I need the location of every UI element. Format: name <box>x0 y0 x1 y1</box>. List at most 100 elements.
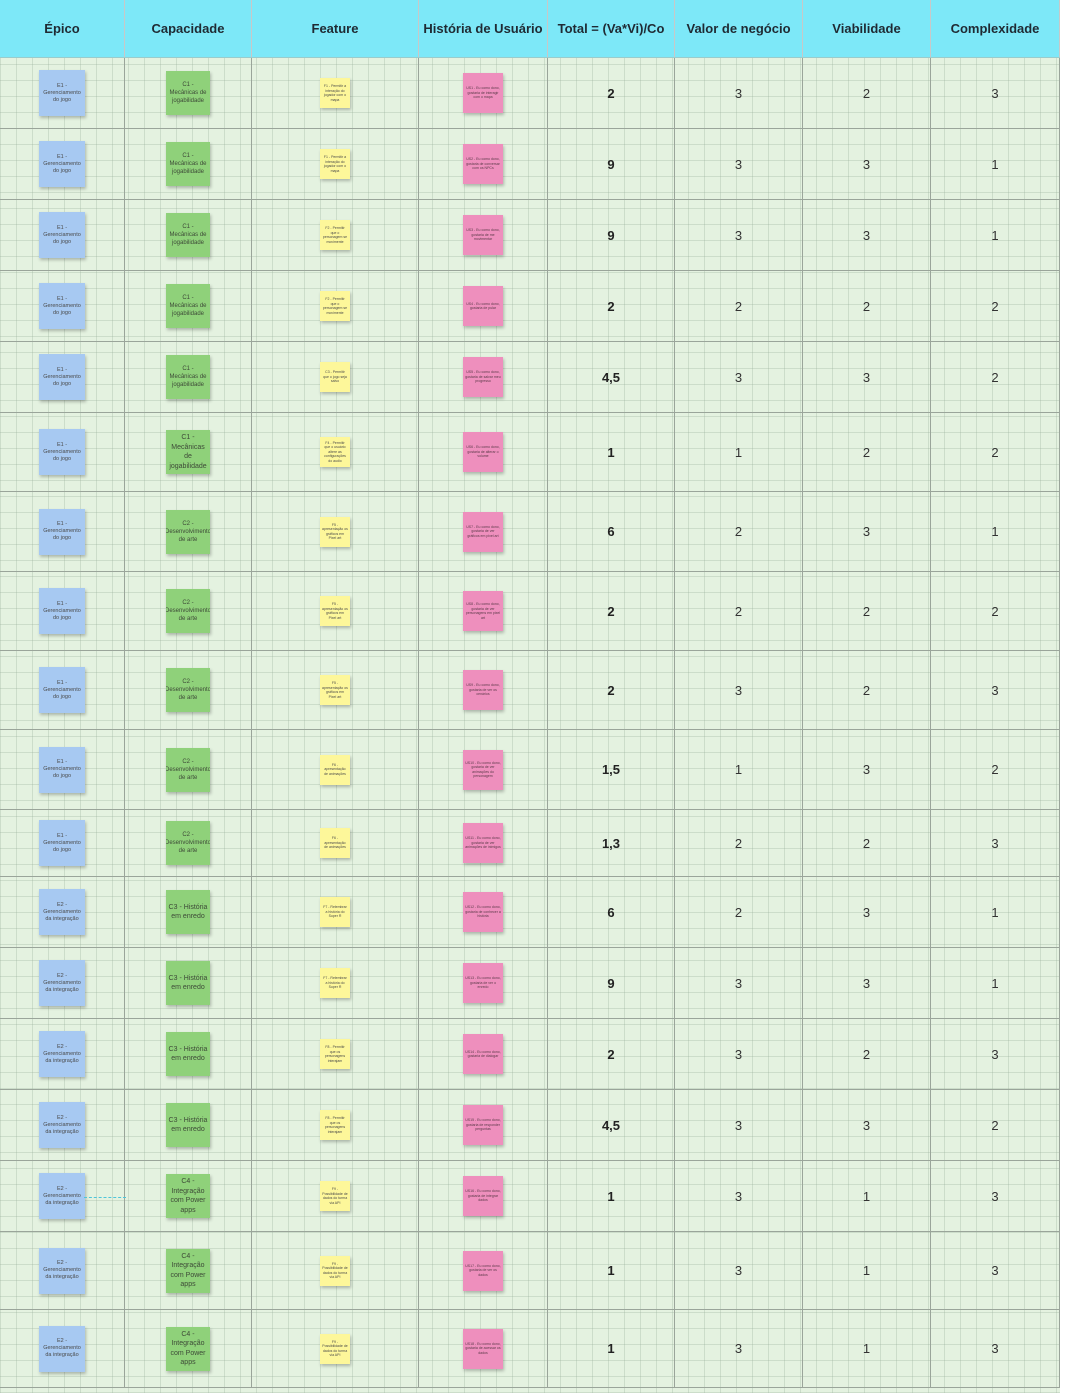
user-story-sticky[interactable]: US5 - Eu como dono, gostaria de salvar m… <box>463 357 503 397</box>
epic-sticky[interactable]: E1 - Gerenciamento do jogo <box>39 588 85 634</box>
epic-sticky[interactable]: E2 - Gerenciamento da integração <box>39 1031 85 1077</box>
feature-sticky[interactable]: F9 - Possibilidade de dados do turma via… <box>320 1181 350 1211</box>
capability-sticky[interactable]: C3 - História em enredo <box>166 961 210 1005</box>
user-story-sticky[interactable]: US11 - Eu como dono, gostaria de ver ani… <box>463 823 503 863</box>
complexity-value: 2 <box>991 298 999 314</box>
capability-sticky[interactable]: C1 - Mecânicas de jogabilidade <box>166 142 210 186</box>
user-story-cell: US2 - Eu como dono, gostaria de conversa… <box>419 129 548 199</box>
feature-cell: F6 - apresentação de animações <box>252 730 419 809</box>
complexity-value: 2 <box>991 369 999 385</box>
header-total: Total = (Va*Vi)/Co <box>548 0 675 57</box>
complexity-value: 1 <box>991 904 999 920</box>
capability-sticky[interactable]: C4 - Integração com Power apps <box>166 1248 210 1293</box>
complexity-value: 3 <box>991 85 999 101</box>
feature-sticky[interactable]: F6 - apresentação de animações <box>320 754 350 785</box>
feature-sticky[interactable]: F6 - apresentação de animações <box>320 828 350 858</box>
user-story-sticky[interactable]: US8 - Eu como dono, gostaria de ver pers… <box>463 591 503 631</box>
capability-sticky[interactable]: C3 - História em enredo <box>166 1103 210 1147</box>
user-story-sticky[interactable]: US4 - Eu como dono, gostaria de pular <box>463 286 503 326</box>
epic-sticky[interactable]: E1 - Gerenciamento do jogo <box>39 212 85 258</box>
epic-cell: E1 - Gerenciamento do jogo <box>0 810 125 876</box>
epic-sticky[interactable]: E2 - Gerenciamento da integração <box>39 1173 85 1219</box>
epic-sticky[interactable]: E1 - Gerenciamento do jogo <box>39 429 85 475</box>
capability-sticky[interactable]: C1 - Mecânicas de jogabilidade <box>166 213 210 257</box>
capability-sticky[interactable]: C1 - Mecânicas de jogabilidade <box>166 71 210 115</box>
feature-sticky[interactable]: F1 - Permitir a interação do jogador com… <box>320 149 350 179</box>
feature-sticky[interactable]: F9 - Possibilidade de dados do turma via… <box>320 1333 350 1364</box>
user-story-sticky[interactable]: US14 - Eu como dono, gostaria de dialoga… <box>463 1034 503 1074</box>
user-story-sticky[interactable]: US10 - Eu como dono, gostaria de ver ani… <box>463 749 503 790</box>
capability-sticky[interactable]: C1 - Mecânicas de jogabilidade <box>166 355 210 399</box>
user-story-sticky[interactable]: US2 - Eu como dono, gostaria de conversa… <box>463 144 503 184</box>
epic-sticky[interactable]: E2 - Gerenciamento da integração <box>39 1102 85 1148</box>
capability-sticky[interactable]: C2 - Desenvolvimento de arte <box>166 589 210 633</box>
capability-sticky[interactable]: C2 - Desenvolvimento de arte <box>166 821 210 865</box>
user-story-cell: US13 - Eu como dono, gostaria de ver o e… <box>419 948 548 1018</box>
feature-sticky[interactable]: F5 - apresentação os gráficos em Pixel a… <box>320 675 350 705</box>
epic-sticky[interactable]: E1 - Gerenciamento do jogo <box>39 70 85 116</box>
epic-sticky[interactable]: E1 - Gerenciamento do jogo <box>39 508 85 555</box>
total-cell: 2 <box>548 651 675 729</box>
capability-sticky[interactable]: C1 - Mecânicas de jogabilidade <box>166 284 210 328</box>
user-story-cell: US4 - Eu como dono, gostaria de pular <box>419 271 548 341</box>
epic-sticky[interactable]: E2 - Gerenciamento da integração <box>39 1247 85 1294</box>
capability-sticky[interactable]: C4 - Integração com Power apps <box>166 1174 210 1218</box>
feature-sticky[interactable]: F5 - apresentação os gráficos em Pixel a… <box>320 516 350 547</box>
capability-sticky[interactable]: C2 - Desenvolvimento de arte <box>166 747 210 792</box>
user-story-cell: US6 - Eu como dono, gostaria de alterar … <box>419 413 548 491</box>
user-story-sticky[interactable]: US6 - Eu como dono, gostaria de alterar … <box>463 432 503 472</box>
user-story-sticky[interactable]: US13 - Eu como dono, gostaria de ver o e… <box>463 963 503 1003</box>
user-story-sticky[interactable]: US1 - Eu como dono, gostaria de interagi… <box>463 73 503 113</box>
feature-sticky[interactable]: F2 - Permitir que o personagem se movime… <box>320 220 350 250</box>
feature-sticky[interactable]: F8 - Permitir que os personagens interaj… <box>320 1110 350 1140</box>
capability-sticky[interactable]: C2 - Desenvolvimento de arte <box>166 668 210 712</box>
feature-sticky[interactable]: F8 - Permitir que os personagens interaj… <box>320 1039 350 1069</box>
epic-sticky[interactable]: E2 - Gerenciamento da integração <box>39 960 85 1006</box>
epic-sticky[interactable]: E2 - Gerenciamento da integração <box>39 1325 85 1372</box>
feature-sticky[interactable]: F2 - Permitir que o personagem se movime… <box>320 291 350 321</box>
epic-sticky[interactable]: E1 - Gerenciamento do jogo <box>39 667 85 713</box>
capability-sticky[interactable]: C3 - História em enredo <box>166 890 210 934</box>
feature-sticky[interactable]: F4 - Permitir que o usuário altere as co… <box>320 437 350 467</box>
epic-sticky[interactable]: E1 - Gerenciamento do jogo <box>39 746 85 793</box>
epic-sticky[interactable]: E1 - Gerenciamento do jogo <box>39 354 85 400</box>
user-story-sticky[interactable]: US3 - Eu como dono, gostaria de me movim… <box>463 215 503 255</box>
capability-sticky[interactable]: C4 - Integração com Power apps <box>166 1326 210 1371</box>
user-story-cell: US12 - Eu como dono, gostaria de conhece… <box>419 877 548 947</box>
viability-cell: 2 <box>803 810 931 876</box>
viability-value: 2 <box>862 85 871 101</box>
capability-cell: C4 - Integração com Power apps <box>125 1310 252 1387</box>
user-story-cell: US18 - Eu como dono, gostaria de acessar… <box>419 1310 548 1387</box>
epic-sticky[interactable]: E2 - Gerenciamento da integração <box>39 889 85 935</box>
feature-sticky[interactable]: F9 - Possibilidade de dados do turma via… <box>320 1255 350 1286</box>
user-story-sticky[interactable]: US17 - Eu como dono, gostaria de ver os … <box>463 1250 503 1291</box>
feature-sticky[interactable]: C3 - Permitir que o jogo seja salvo <box>320 362 350 392</box>
capability-cell: C1 - Mecânicas de jogabilidade <box>125 271 252 341</box>
complexity-cell: 2 <box>931 271 1060 341</box>
capability-sticky[interactable]: C2 - Desenvolvimento de arte <box>166 509 210 554</box>
feature-cell: F7 - Relembrar a história do Super R <box>252 948 419 1018</box>
complexity-cell: 3 <box>931 810 1060 876</box>
viability-cell: 3 <box>803 200 931 270</box>
epic-sticky[interactable]: E1 - Gerenciamento do jogo <box>39 141 85 187</box>
feature-sticky[interactable]: F1 - Permitir a interação do jogador com… <box>320 78 350 108</box>
user-story-sticky[interactable]: US7 - Eu como dono, gostaria de ver gráf… <box>463 511 503 552</box>
user-story-sticky[interactable]: US18 - Eu como dono, gostaria de acessar… <box>463 1328 503 1369</box>
epic-cell: E2 - Gerenciamento da integração <box>0 1090 125 1160</box>
complexity-cell: 3 <box>931 1161 1060 1231</box>
user-story-sticky[interactable]: US9 - Eu como dono, gostaria de ver os c… <box>463 670 503 710</box>
table-row: E2 - Gerenciamento da integração C3 - His… <box>0 948 1060 1019</box>
capability-sticky[interactable]: C1 - Mecânicas de jogabilidade <box>166 430 210 474</box>
epic-sticky[interactable]: E1 - Gerenciamento do jogo <box>39 820 85 866</box>
business-value: 3 <box>734 85 743 101</box>
user-story-sticky[interactable]: US16 - Eu como dono, gostaria de integra… <box>463 1176 503 1216</box>
feature-sticky[interactable]: F7 - Relembrar a história do Super R <box>320 897 350 927</box>
user-story-sticky[interactable]: US12 - Eu como dono, gostaria de conhece… <box>463 892 503 932</box>
user-story-sticky[interactable]: US15 - Eu como dono, gostaria de respond… <box>463 1105 503 1145</box>
capability-sticky[interactable]: C3 - História em enredo <box>166 1032 210 1076</box>
table-row: E1 - Gerenciamento do jogo C2 - Desenvolv… <box>0 651 1060 730</box>
feature-sticky[interactable]: F5 - apresentação os gráficos em Pixel a… <box>320 596 350 626</box>
epic-cell: E2 - Gerenciamento da integração <box>0 1310 125 1387</box>
feature-sticky[interactable]: F7 - Relembrar a história do Super R <box>320 968 350 998</box>
epic-sticky[interactable]: E1 - Gerenciamento do jogo <box>39 283 85 329</box>
